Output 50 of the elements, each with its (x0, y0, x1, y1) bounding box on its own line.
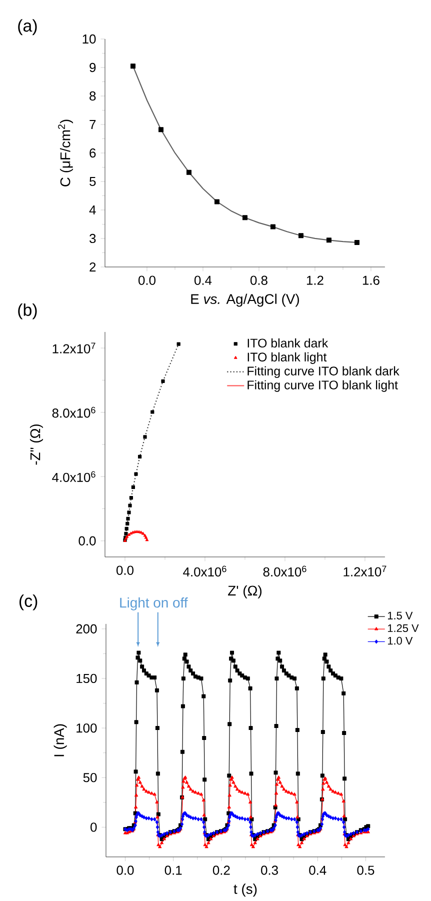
y-tick-label: 8 (90, 91, 96, 101)
y-tick-label: 200 (76, 624, 97, 634)
x-tick-label: 0.1 (164, 866, 182, 875)
x-tick-label: 0.0 (116, 866, 134, 875)
y-tick-label: 2 (90, 262, 96, 272)
legend-label: 1.5 V (388, 612, 413, 620)
x-tick-label: 1.2 (306, 276, 324, 285)
y-tick-label: 4 (89, 206, 96, 214)
y-tick-label: 0.0 (78, 536, 96, 546)
y-axis-title: C (μF/cm$^{2}$) (58, 120, 74, 186)
x-axis-title: E vs. Ag/AgCl (V) (191, 294, 300, 307)
y-tick-label: 8.0x10$^{6}$ (52, 406, 96, 418)
x-tick-label: 0.0 (116, 566, 134, 575)
text: Light on off (120, 597, 188, 610)
y-tick-label: 4.0x10$^{6}$ (52, 471, 96, 482)
x-tick-label: 8.0x10$^{6}$ (263, 566, 306, 577)
y-tick-label: 1.2x10$^{7}$ (52, 342, 96, 354)
chart-title: (b) (18, 304, 37, 320)
x-tick-label: 4.0x10$^{6}$ (183, 566, 226, 577)
y-tick-label: 0 (90, 822, 97, 832)
legend-label: ITO blank dark (248, 338, 328, 348)
x-tick-label: 1.6 (362, 276, 380, 285)
y-tick-label: 7 (90, 120, 96, 129)
legend-label: ITO blank light (248, 352, 327, 364)
x-axis-title: Z' (Ω) (228, 585, 262, 598)
y-tick-label: 50 (83, 773, 97, 782)
chart-title: (a) (18, 19, 37, 36)
y-axis-title: I (nA) (54, 724, 67, 756)
x-tick-label: 0.4 (194, 276, 212, 285)
x-axis-title: t (s) (234, 884, 257, 897)
x-tick-label: 0.2 (212, 866, 230, 875)
legend-label: Fitting curve ITO blank light (248, 380, 398, 392)
y-tick-label: 10 (82, 34, 96, 44)
y-tick-label: 150 (76, 674, 97, 684)
x-tick-label: 0.0 (138, 276, 156, 285)
legend-label: Fitting curve ITO blank dark (248, 366, 400, 378)
y-tick-label: 3 (90, 234, 96, 244)
legend-label: 1.0 V (388, 636, 413, 645)
y-tick-label: 9 (90, 62, 96, 72)
x-tick-label: 0.8 (250, 276, 268, 285)
y-tick-label: 6 (90, 148, 96, 158)
x-tick-label: 0.4 (309, 866, 326, 875)
x-tick-label: 1.2x10$^{7}$ (344, 566, 386, 576)
y-axis-title: -Z" (Ω) (30, 424, 43, 465)
legend-label: 1.25 V (388, 624, 419, 632)
y-tick-label: 5 (90, 176, 96, 186)
x-tick-label: 0.3 (261, 866, 278, 875)
y-tick-label: 100 (76, 723, 97, 733)
chart-title: (c) (20, 594, 38, 610)
x-tick-label: 0.5 (357, 866, 374, 875)
